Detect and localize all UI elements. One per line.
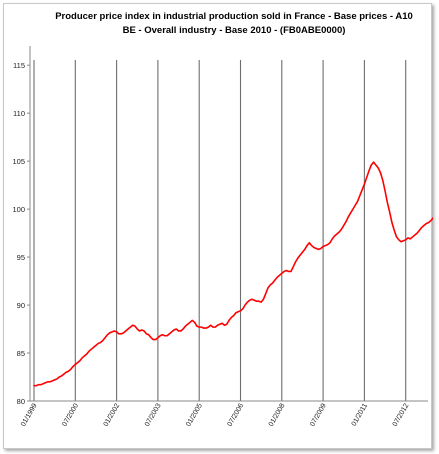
- chart-title-line1: Producer price index in industrial produ…: [55, 11, 413, 22]
- x-tick-label: 01/2008: [268, 402, 287, 428]
- y-tick-label: 100: [12, 205, 25, 214]
- x-tick-label: 01/2002: [103, 402, 122, 428]
- x-tick-label: 01/2005: [185, 402, 204, 428]
- x-tick-label: 07/2006: [227, 402, 246, 428]
- x-tick-label: 07/2009: [309, 402, 328, 428]
- series-layer: [33, 161, 433, 387]
- gridlines: [33, 60, 407, 401]
- y-tick-label: 80: [17, 397, 25, 406]
- x-tick-label: 07/2012: [392, 402, 411, 428]
- x-tick-label: 07/2003: [144, 402, 163, 428]
- y-tick-label: 95: [17, 253, 25, 262]
- chart-title-line2: BE - Overall industry - Base 2010 - (FB0…: [123, 25, 346, 36]
- x-tick-label: 01/1999: [20, 402, 39, 428]
- y-tick-label: 115: [13, 61, 25, 70]
- y-tick-label: 105: [12, 157, 25, 166]
- line-chart: Producer price index in industrial produ…: [12, 11, 433, 428]
- x-tick-label: 07/2000: [61, 402, 80, 428]
- y-tick-label: 110: [13, 109, 25, 118]
- axes: 80 85 90 95 100 105 110 115 01/1999 07/2000 01/200…: [12, 46, 428, 428]
- y-tick-label: 85: [17, 349, 25, 358]
- x-tick-label: 01/2011: [351, 402, 370, 427]
- y-tick-label: 90: [17, 301, 25, 310]
- chart-frame: Producer price index in industrial produ…: [3, 3, 433, 449]
- series-line: [33, 161, 433, 387]
